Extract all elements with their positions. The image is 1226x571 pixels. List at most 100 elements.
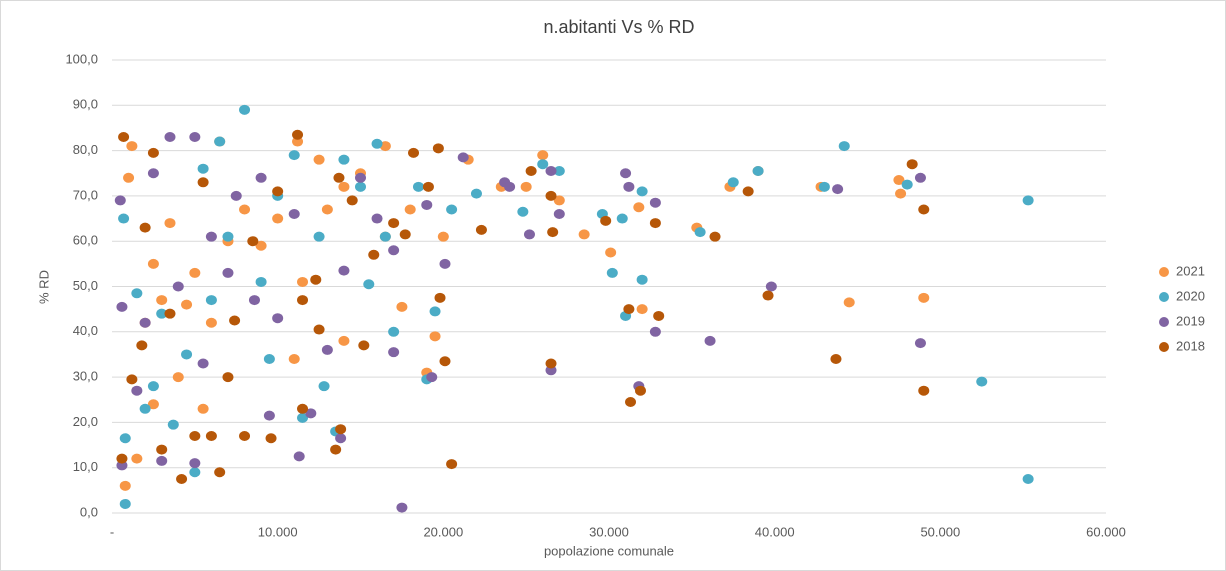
- point: [119, 498, 131, 509]
- point: [272, 313, 284, 324]
- point: [432, 143, 444, 154]
- point: [547, 227, 559, 238]
- point: [371, 213, 383, 224]
- point: [709, 231, 721, 242]
- point: [197, 403, 209, 414]
- point: [408, 147, 420, 158]
- point: [189, 458, 201, 469]
- point: [189, 267, 201, 278]
- point: [288, 209, 300, 220]
- point: [167, 419, 179, 430]
- point: [1022, 195, 1034, 206]
- point: [893, 175, 905, 186]
- point: [620, 168, 632, 179]
- point: [147, 147, 159, 158]
- point: [830, 353, 842, 364]
- point: [318, 381, 330, 392]
- point: [523, 229, 535, 240]
- x-tick-label: 30.000: [589, 524, 629, 539]
- point: [553, 209, 565, 220]
- point: [239, 204, 251, 215]
- point: [439, 356, 451, 367]
- y-tick-label: 90,0: [73, 97, 98, 112]
- legend-label: 2021: [1176, 263, 1205, 278]
- point: [297, 403, 309, 414]
- point: [426, 372, 438, 383]
- y-tick-label: 10,0: [73, 459, 98, 474]
- point: [818, 181, 830, 192]
- point: [895, 188, 907, 199]
- point: [649, 197, 661, 208]
- point: [649, 326, 661, 337]
- y-tick-label: 100,0: [65, 51, 98, 66]
- point: [305, 408, 317, 419]
- point: [843, 297, 855, 308]
- point: [832, 184, 844, 195]
- point: [119, 433, 131, 444]
- point: [222, 372, 234, 383]
- point: [131, 385, 143, 396]
- point: [189, 430, 201, 441]
- point: [446, 204, 458, 215]
- point: [330, 444, 342, 455]
- point: [313, 154, 325, 165]
- point: [292, 129, 304, 140]
- point: [623, 181, 635, 192]
- point: [313, 231, 325, 242]
- point: [742, 186, 754, 197]
- point: [172, 281, 184, 292]
- point: [205, 295, 217, 306]
- point: [335, 424, 347, 435]
- point: [649, 218, 661, 229]
- x-axis-label: popolazione comunale: [544, 543, 674, 558]
- point: [297, 276, 309, 287]
- point: [358, 340, 370, 351]
- point: [293, 451, 305, 462]
- point: [313, 324, 325, 335]
- point: [371, 138, 383, 149]
- point: [636, 186, 648, 197]
- point: [434, 292, 446, 303]
- point: [123, 172, 135, 183]
- legend-label: 2019: [1176, 313, 1205, 328]
- point: [181, 349, 193, 360]
- point: [239, 430, 251, 441]
- point: [118, 213, 130, 224]
- point: [156, 308, 168, 319]
- point: [545, 190, 557, 201]
- point: [265, 433, 277, 444]
- point: [537, 159, 549, 170]
- point: [578, 229, 590, 240]
- point: [297, 295, 309, 306]
- point: [338, 335, 350, 346]
- point: [422, 181, 434, 192]
- point: [126, 141, 138, 152]
- point: [653, 310, 665, 321]
- point: [355, 181, 366, 192]
- point: [623, 304, 635, 315]
- point: [147, 399, 159, 410]
- point: [605, 247, 617, 258]
- point: [475, 224, 487, 235]
- point: [248, 295, 260, 306]
- x-tick-label: 40.000: [755, 524, 795, 539]
- point: [214, 136, 226, 147]
- point: [388, 245, 400, 256]
- point: [914, 172, 926, 183]
- legend-label: 2018: [1176, 338, 1205, 353]
- point: [694, 227, 706, 238]
- point: [214, 467, 226, 478]
- x-tick-label: 50.000: [920, 524, 960, 539]
- point: [255, 276, 267, 287]
- point: [553, 165, 565, 176]
- point: [838, 141, 850, 152]
- point: [388, 326, 400, 337]
- point: [765, 281, 777, 292]
- point: [229, 315, 241, 326]
- point: [189, 132, 201, 143]
- point: [553, 195, 565, 206]
- point: [321, 344, 333, 355]
- point: [914, 338, 926, 349]
- y-tick-label: 0,0: [80, 504, 98, 519]
